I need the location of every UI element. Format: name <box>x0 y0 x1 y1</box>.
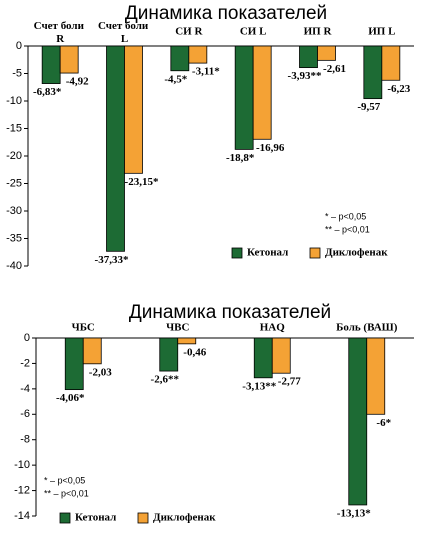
y-tick-label: 0 <box>16 40 22 52</box>
y-tick-label: 0 <box>24 332 30 344</box>
bar <box>252 45 272 140</box>
value-label: -23,15* <box>125 176 159 188</box>
category-label: Боль (ВАШ) <box>336 322 398 334</box>
value-label: -3,13** <box>242 380 276 392</box>
value-label: -6,83* <box>33 86 62 98</box>
y-tick-label: -12 <box>14 484 30 496</box>
bar <box>106 45 125 252</box>
y-tick-label: -10 <box>14 459 30 471</box>
value-label: -2,03 <box>89 366 112 378</box>
value-label: -2,77 <box>278 376 301 388</box>
value-label: -4,06* <box>56 392 85 404</box>
y-tick-label: -20 <box>6 150 22 162</box>
bar <box>253 337 273 379</box>
category-label: СИ R <box>175 26 203 38</box>
y-tick-label: -40 <box>6 260 22 272</box>
legend-swatch <box>231 247 243 259</box>
note: * – p<0,05 <box>44 475 85 485</box>
category-label: Счет боли L <box>98 20 151 45</box>
y-tick-label: -4 <box>20 383 30 395</box>
bar <box>299 45 318 69</box>
bar <box>234 45 254 150</box>
y-tick-label: -25 <box>6 177 22 189</box>
bar <box>348 337 368 506</box>
category-label: ЧБС <box>72 322 95 334</box>
bar <box>170 45 190 72</box>
legend-label: Диклофенак <box>153 512 216 524</box>
bar <box>64 337 84 391</box>
y-tick-label: -6 <box>20 408 30 420</box>
value-label: -3,11* <box>192 66 220 78</box>
legend-label: Диклофенак <box>325 247 388 259</box>
category-label: HAQ <box>260 322 286 334</box>
legend-swatch <box>137 512 149 524</box>
value-label: -18,8* <box>226 152 255 164</box>
chart-title: Динамика показателей <box>125 3 327 24</box>
bar <box>177 337 197 345</box>
y-tick-label: -5 <box>12 67 22 79</box>
y-tick-label: -30 <box>6 205 22 217</box>
category-label: ЧВС <box>166 322 189 334</box>
category-label: ИП R <box>304 26 333 38</box>
chart-title: Динамика показателей <box>129 302 331 323</box>
category-label: Счет боли R <box>34 20 87 45</box>
category-label: ИП L <box>368 26 395 38</box>
bar <box>271 337 291 374</box>
y-tick-label: -2 <box>20 357 30 369</box>
legend-label: Кетонал <box>247 247 288 259</box>
y-tick-label: -15 <box>6 122 22 134</box>
bar <box>381 45 401 81</box>
bar <box>363 45 383 100</box>
y-tick-label: -14 <box>14 510 30 522</box>
y-tick-label: -35 <box>6 232 22 244</box>
value-label: -4,92 <box>66 76 89 88</box>
bar <box>82 337 102 365</box>
bar <box>159 337 179 372</box>
value-label: -3,93** <box>288 70 322 82</box>
value-label: -2,6** <box>151 374 180 386</box>
value-label: -16,96 <box>256 142 285 154</box>
y-tick-label: -10 <box>6 95 22 107</box>
value-label: -37,33* <box>95 254 129 266</box>
value-label: -4,5* <box>164 73 187 85</box>
value-label: -0,46 <box>183 346 206 358</box>
y-tick-label: -8 <box>20 434 30 446</box>
bar <box>366 337 386 415</box>
legend-label: Кетонал <box>75 512 116 524</box>
bar <box>59 45 79 74</box>
value-label: -6,23 <box>387 83 410 95</box>
legend-swatch <box>309 247 321 259</box>
bar <box>317 45 336 61</box>
value-label: -6* <box>376 417 391 429</box>
legend-swatch <box>59 512 71 524</box>
bar <box>188 45 208 64</box>
note: ** – p<0,01 <box>44 488 89 498</box>
category-label: СИ L <box>240 26 267 38</box>
note: * – p<0,05 <box>325 211 366 221</box>
value-label: -9,57 <box>357 101 380 113</box>
bar <box>124 45 143 174</box>
note: ** – p<0,01 <box>325 224 370 234</box>
value-label: -2,61 <box>323 63 346 75</box>
value-label: -13,13* <box>337 507 371 519</box>
bar <box>41 45 61 84</box>
